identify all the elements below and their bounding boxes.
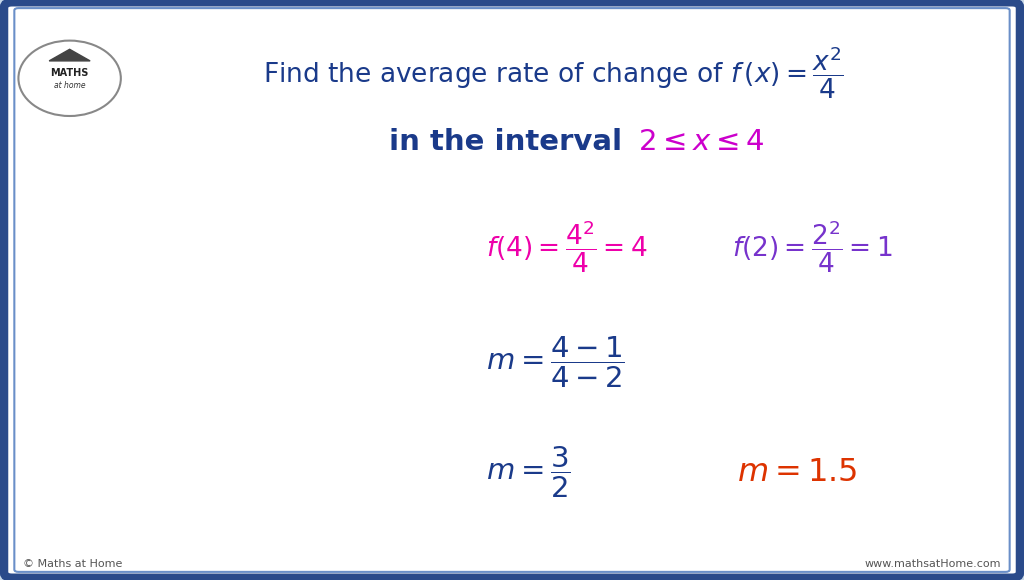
Text: $m = \dfrac{4 - 1}{4 - 2}$: $m = \dfrac{4 - 1}{4 - 2}$	[486, 335, 626, 390]
Text: at home: at home	[54, 81, 85, 90]
Text: © Maths at Home: © Maths at Home	[23, 559, 122, 569]
Text: $f(2) = \dfrac{2^2}{4} = 1$: $f(2) = \dfrac{2^2}{4} = 1$	[732, 218, 893, 275]
FancyBboxPatch shape	[4, 2, 1020, 578]
Text: $f(4) = \dfrac{4^2}{4} = 4$: $f(4) = \dfrac{4^2}{4} = 4$	[486, 218, 648, 275]
Text: $m = 1.5$: $m = 1.5$	[737, 457, 858, 488]
Text: Find the average rate of change of $f\,(x) = \dfrac{x^2}{4}$: Find the average rate of change of $f\,(…	[262, 44, 844, 101]
Text: $2 \leq x \leq 4$: $2 \leq x \leq 4$	[638, 128, 764, 156]
Text: in the interval: in the interval	[389, 128, 623, 156]
Text: www.mathsatHome.com: www.mathsatHome.com	[865, 559, 1001, 569]
Polygon shape	[49, 49, 90, 61]
Text: $m = \dfrac{3}{2}$: $m = \dfrac{3}{2}$	[486, 445, 571, 501]
Text: MATHS: MATHS	[50, 67, 89, 78]
Ellipse shape	[18, 41, 121, 116]
